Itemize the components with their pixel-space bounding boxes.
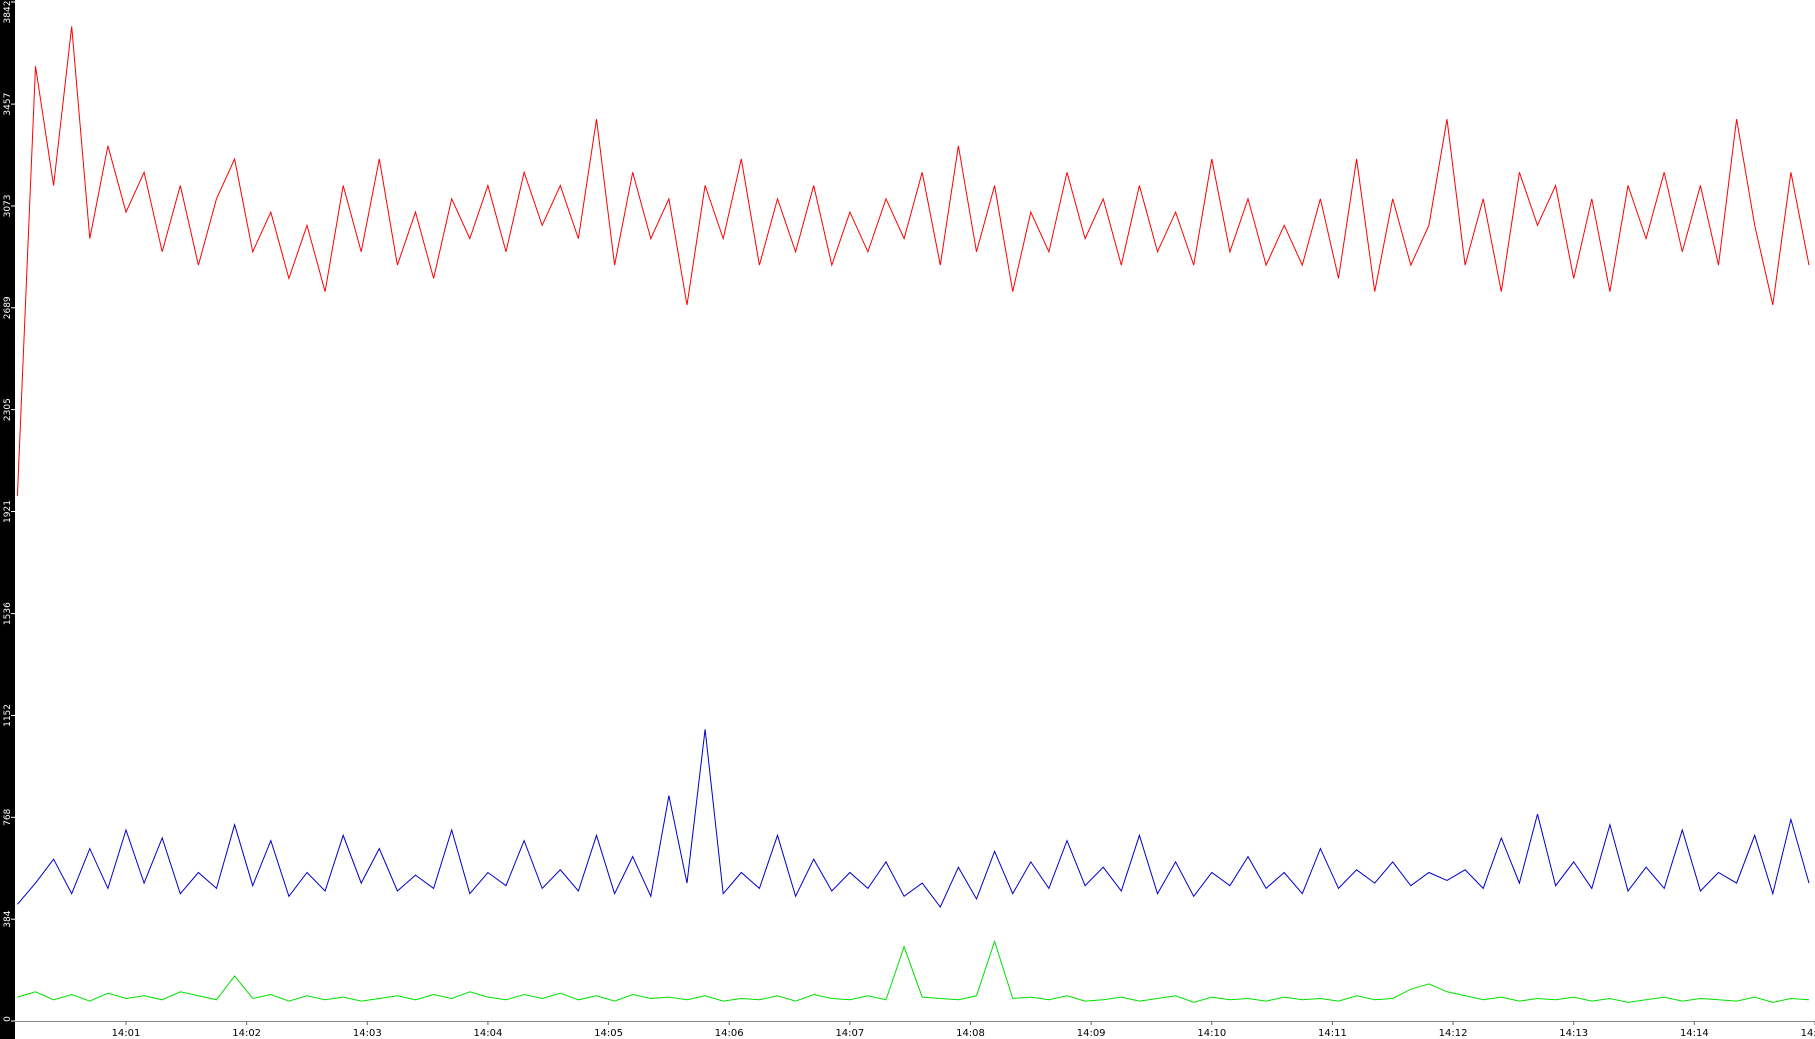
x-tick-label: 14:05 [594,1028,623,1039]
series-line [16,26,1810,496]
x-tick-label: 14:04 [474,1028,503,1039]
x-tick-label: 14:14 [1680,1028,1709,1039]
x-tick-label: 14:11 [1318,1028,1347,1039]
x-tick-label: 14:08 [956,1028,985,1039]
x-tick-label: 14:15 [1801,1028,1815,1039]
x-tick-label: 14:07 [835,1028,864,1039]
x-tick-label: 14:06 [715,1028,744,1039]
y-tick-label: 384 [3,910,13,927]
series-line [17,939,1810,1003]
y-tick-label: 1921 [3,500,13,523]
y-tick-label: 2689 [3,296,13,319]
y-axis-strip [0,0,15,1039]
x-tick-label: 14:13 [1559,1028,1588,1039]
y-tick-label: 1536 [3,602,13,625]
y-tick-label: 2305 [3,398,13,421]
y-tick-label: 768 [3,808,13,825]
y-tick-label: 3457 [3,93,13,116]
y-tick-label: 3073 [3,195,13,218]
x-tick-label: 14:02 [232,1028,261,1039]
x-tick-label: 14:12 [1439,1028,1468,1039]
series-line [17,729,1810,908]
x-tick-label: 14:09 [1077,1028,1106,1039]
x-tick-label: 14:01 [112,1028,141,1039]
y-tick-label: 1152 [3,704,13,727]
y-tick-label: 0 [3,1016,13,1022]
y-tick-label: 3842 [3,1,13,24]
x-tick-label: 14:10 [1197,1028,1226,1039]
x-tick-label: 14:03 [353,1028,382,1039]
